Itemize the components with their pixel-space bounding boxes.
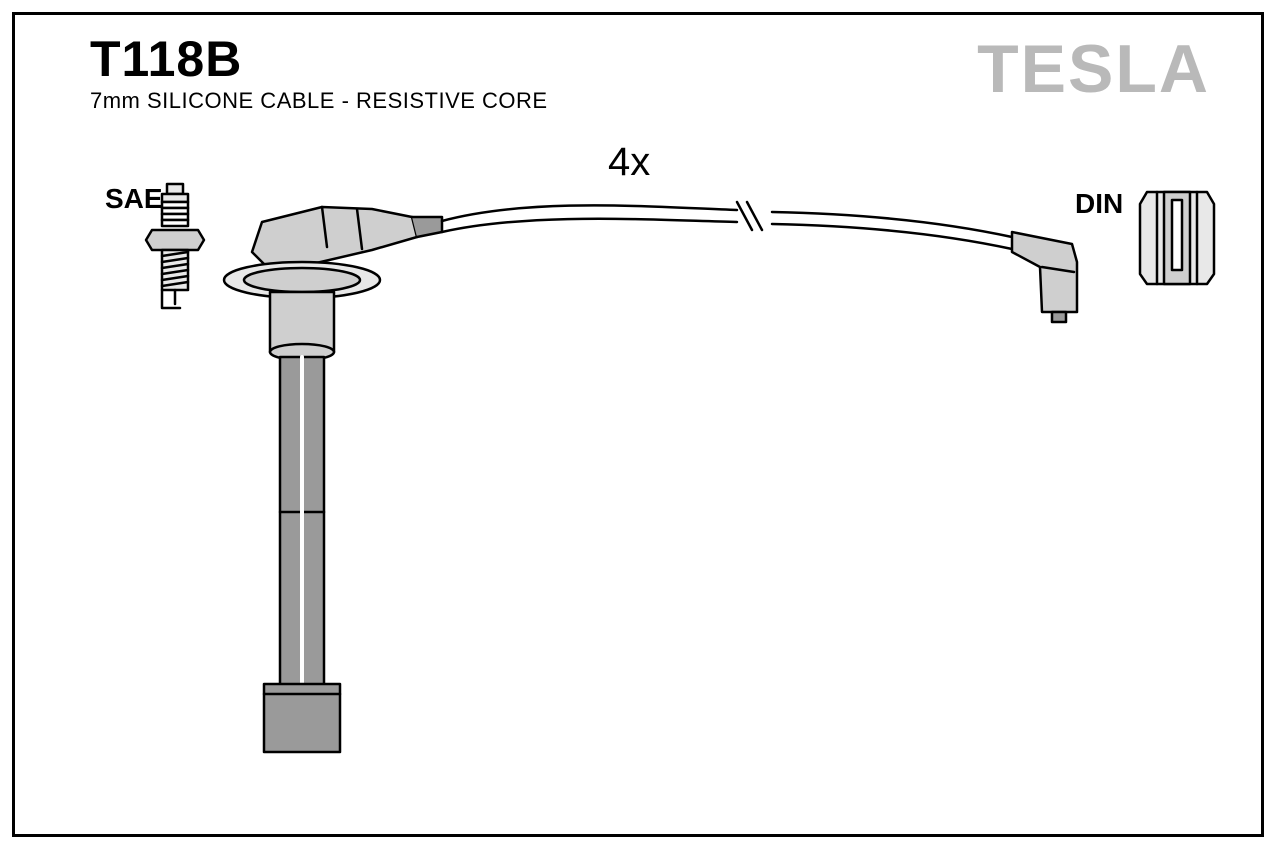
technical-diagram <box>12 12 1264 837</box>
left-boot <box>224 207 442 752</box>
right-boot <box>1012 232 1077 322</box>
spark-plug-icon <box>146 184 204 308</box>
din-terminal-icon <box>1140 192 1214 284</box>
cable <box>442 202 1012 249</box>
